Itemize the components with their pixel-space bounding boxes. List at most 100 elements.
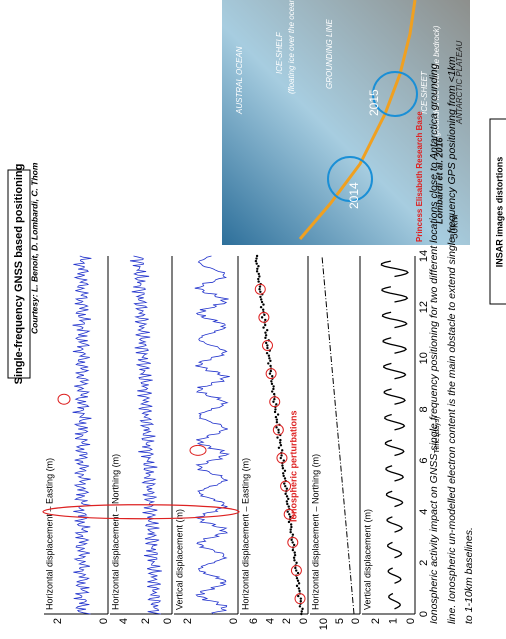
perturbation-marker [290,565,302,577]
trace-dot [276,436,279,439]
y-tick-label: 0 [350,618,362,624]
trace-dot [301,607,304,611]
caption-line: Ionospheric activity impact on GNSS sing… [428,63,440,624]
trace [321,255,355,615]
x-tick-label: 4 [418,509,430,515]
map-label: GROUNDING LINE [325,19,334,89]
trace-dot [267,354,271,357]
trace [382,362,407,380]
trace-dot [295,569,298,572]
trace-dot [289,515,292,519]
trace-dot [282,459,285,462]
caption-line: to 1-10km baselines. [463,527,475,624]
trace-dot [257,272,260,276]
trace-dot [256,267,259,270]
trace-dot [286,510,289,513]
map-label: ANTARCTIC PLATEAU [455,41,464,125]
trace-dot [284,492,287,496]
trace-dot [268,357,271,360]
trace-dot [276,413,280,416]
trace-dot [279,438,282,442]
trace-dot [287,497,290,501]
perturbation-marker [294,593,306,605]
trace-dot [291,548,295,552]
insar-box [489,118,506,305]
trace-dot [270,390,274,393]
trace-dot [262,326,265,329]
annotation: Ionospheric perturbations [288,410,298,522]
trace-dot [269,359,272,363]
trace-dot [283,469,287,472]
trace-dot [297,594,300,598]
perturbation-marker [254,283,266,295]
y-tick-label: 4 [265,618,277,624]
trace-dot [296,579,300,582]
trace [383,388,406,405]
trace-dot [265,351,269,355]
trace [386,516,403,533]
perturbation-marker [272,424,284,436]
trace-dot [257,277,260,281]
trace-dot [265,328,269,332]
y-tick-label: 2 [370,618,382,624]
trace-dot [266,346,269,350]
map-image [222,0,470,245]
trace-dot [282,472,285,475]
trace-dot [274,408,277,411]
trace [381,286,409,303]
map-label: 50km [450,215,461,239]
caption-line: line. Ionospheric un-modelled electron c… [446,56,458,624]
map-label: ICE-SHEET [420,70,429,114]
y-tick-label: 0 [162,618,174,624]
rotated-slide: Single-frequency GNSS based positioning … [7,0,506,630]
trace-dot [294,566,297,570]
trace-dot [293,559,296,562]
map-label: Lombardi et al. 2016 [434,136,444,224]
perturbation-marker [283,508,295,520]
trace-dot [296,571,300,575]
highlight [189,444,207,456]
trace-dot [273,397,276,401]
trace-dot [275,426,278,429]
trace-dot [260,298,263,301]
trace-dot [289,523,293,526]
trace [385,465,405,482]
y-tick-label: 4 [118,618,130,624]
trace-dot [285,495,289,498]
trace-dot [269,364,272,368]
trace-dot [289,530,292,534]
trace-dot [283,477,287,480]
trace-dot [283,482,286,485]
x-tick-label: 8 [418,406,430,412]
trace-dot [287,520,291,524]
trace [384,439,405,457]
trace-dot [263,323,267,327]
trace-dot [258,275,261,278]
trace-dot [264,318,267,322]
trace-dot [259,290,262,293]
trace [385,490,404,508]
map-label: 2015 [367,89,381,116]
trace-dot [297,587,301,590]
trace-dot [271,374,274,378]
panel-label: Horizontal displacement – Northing (m) [310,454,320,610]
highlight [42,504,240,520]
trace-dot [258,288,261,291]
trace-dot [257,280,260,283]
site-2014 [327,156,373,202]
trace-dot [254,259,258,263]
y-tick-label: 0 [405,618,417,624]
x-tick-label: 12 [418,301,430,313]
trace-dot [272,400,275,403]
trace-dot [260,300,264,304]
trace-dot [297,582,301,585]
trace-dot [255,262,258,265]
x-tick-label: 10 [418,352,430,364]
trace [388,592,402,610]
trace-dot [273,410,277,414]
trace-dot [300,612,303,616]
trace-dot [298,605,302,608]
trace-dot [285,500,289,503]
